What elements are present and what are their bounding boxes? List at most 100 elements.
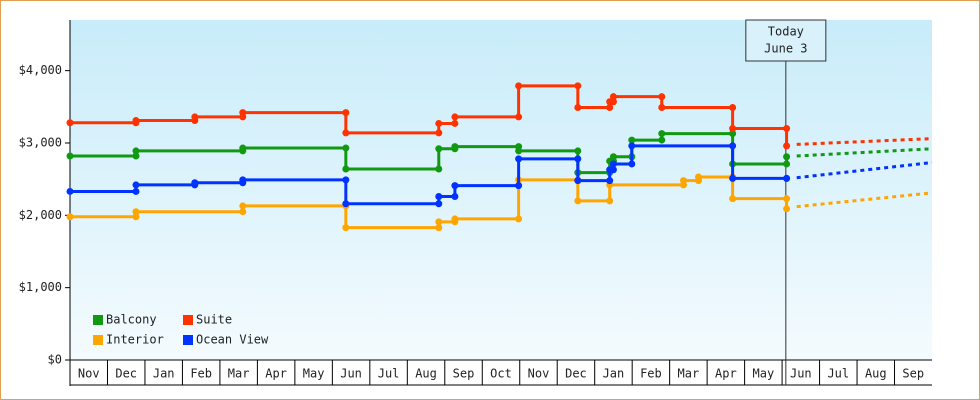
x-tick-label: Sep — [453, 367, 475, 381]
point — [66, 187, 74, 195]
point — [609, 93, 617, 101]
y-tick-label: $0 — [48, 353, 62, 367]
point — [451, 143, 459, 151]
step-corner — [132, 213, 140, 221]
step-corner — [342, 109, 350, 117]
point — [451, 215, 459, 223]
point — [435, 145, 443, 153]
x-tick-label: Nov — [78, 367, 100, 381]
point — [606, 166, 614, 174]
point — [515, 82, 523, 90]
today-box — [745, 19, 827, 62]
step-corner — [606, 104, 614, 112]
legend-swatch — [93, 335, 103, 345]
step-corner — [239, 208, 247, 216]
x-tick-label: Mar — [678, 367, 700, 381]
point — [574, 104, 582, 112]
point — [451, 182, 459, 190]
step-corner — [342, 144, 350, 152]
point — [609, 160, 617, 168]
point — [729, 174, 737, 182]
point — [191, 113, 199, 121]
point — [606, 98, 614, 106]
step-corner — [574, 147, 582, 155]
x-tick-label: Mar — [228, 367, 250, 381]
y-tick-label: $2,000 — [19, 208, 62, 222]
step-corner — [451, 119, 459, 127]
point — [132, 117, 140, 125]
step-corner — [729, 142, 737, 150]
point — [574, 177, 582, 185]
legend-swatch — [93, 315, 103, 325]
point — [783, 153, 791, 161]
step-corner — [783, 125, 791, 133]
step-corner — [132, 187, 140, 195]
point — [515, 155, 523, 163]
point — [783, 174, 791, 182]
point — [239, 202, 247, 210]
point — [435, 119, 443, 127]
point — [239, 144, 247, 152]
forecast-line — [796, 161, 933, 180]
point — [191, 179, 199, 187]
today-label: Today — [768, 25, 804, 39]
step-corner — [606, 197, 614, 205]
step-corner — [451, 193, 459, 201]
step-corner — [515, 182, 523, 190]
point — [342, 165, 350, 173]
step-corner — [729, 104, 737, 112]
point — [435, 218, 443, 226]
legend-swatch — [183, 315, 193, 325]
point — [729, 125, 737, 133]
step-corner — [574, 82, 582, 90]
x-tick-label: Jun — [790, 367, 812, 381]
point — [66, 152, 74, 160]
point — [66, 213, 74, 221]
point — [783, 205, 791, 213]
point — [239, 176, 247, 184]
legend-label: Interior — [106, 333, 164, 347]
forecast-line — [796, 147, 933, 158]
x-tick-label: Feb — [190, 367, 212, 381]
step-corner — [606, 177, 614, 185]
step-corner — [342, 176, 350, 184]
step-corner — [658, 93, 666, 101]
x-tick-label: Apr — [715, 367, 737, 381]
step-corner — [515, 113, 523, 121]
point — [515, 147, 523, 155]
legend-swatch — [183, 335, 193, 345]
point — [66, 119, 74, 127]
point — [239, 109, 247, 117]
x-tick-label: Aug — [415, 367, 437, 381]
x-tick-label: Nov — [528, 367, 550, 381]
step-corner — [628, 160, 636, 168]
step-corner — [729, 130, 737, 138]
point — [729, 195, 737, 203]
x-tick-label: Apr — [265, 367, 287, 381]
point — [695, 173, 703, 181]
step-corner — [132, 152, 140, 160]
step-corner — [435, 165, 443, 173]
point — [783, 142, 791, 150]
point — [680, 177, 688, 185]
step-corner — [435, 129, 443, 137]
step-corner — [783, 195, 791, 203]
step-corner — [574, 155, 582, 163]
x-tick-label: May — [303, 367, 325, 381]
x-tick-label: Jan — [603, 367, 625, 381]
point — [435, 193, 443, 201]
x-tick-label: Jan — [153, 367, 175, 381]
forecast-line — [796, 137, 933, 146]
point — [451, 113, 459, 121]
y-tick-label: $4,000 — [19, 63, 62, 77]
y-tick-label: $3,000 — [19, 135, 62, 149]
x-tick-label: Aug — [865, 367, 887, 381]
point — [342, 200, 350, 208]
forecast-line — [796, 191, 933, 209]
legend-label: Ocean View — [196, 333, 269, 347]
point — [342, 224, 350, 232]
y-tick-label: $1,000 — [19, 280, 62, 294]
x-tick-label: Jul — [378, 367, 400, 381]
x-tick-label: Feb — [640, 367, 662, 381]
